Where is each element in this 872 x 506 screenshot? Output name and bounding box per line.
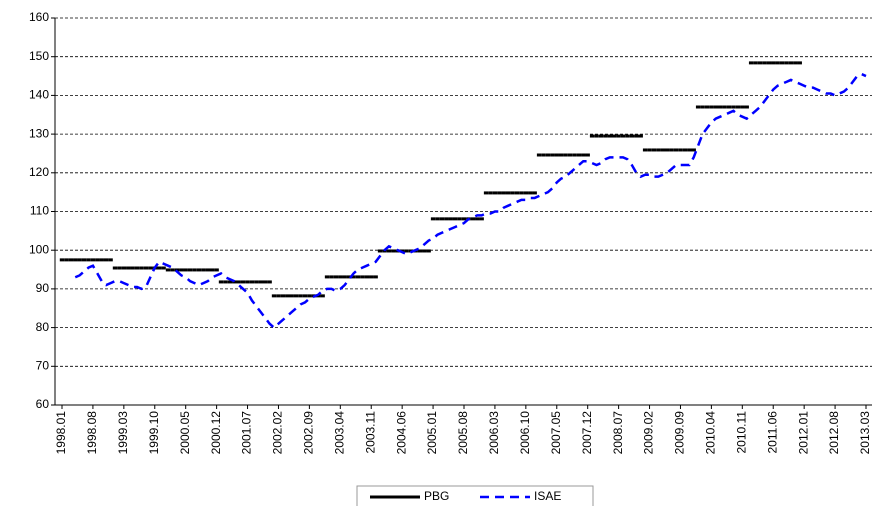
x-tick-label: 2006.03 xyxy=(487,411,501,455)
y-tick-label: 100 xyxy=(29,242,49,256)
x-tick-label: 2010.11 xyxy=(734,411,748,454)
y-tick-label: 120 xyxy=(29,165,49,179)
x-tick-label: 2008.07 xyxy=(611,411,625,455)
x-tick-label: 2009.02 xyxy=(642,411,656,455)
x-tick-label: 2000.05 xyxy=(178,411,192,455)
x-tick-label: 2000.12 xyxy=(209,411,223,455)
x-tick-label: 1999.03 xyxy=(116,411,130,455)
x-tick-label: 1999.10 xyxy=(147,411,161,455)
x-tick-label: 2005.01 xyxy=(425,411,439,455)
x-tick-label: 2009.09 xyxy=(673,411,687,455)
x-tick-label: 2002.02 xyxy=(271,411,285,455)
y-tick-label: 130 xyxy=(29,126,49,140)
y-tick-label: 140 xyxy=(29,88,49,102)
y-tick-label: 80 xyxy=(36,320,50,334)
x-tick-label: 2003.11 xyxy=(363,411,377,454)
x-tick-label: 2006.10 xyxy=(518,411,532,455)
x-tick-label: 2002.09 xyxy=(302,411,316,455)
x-tick-label: 2007.12 xyxy=(580,411,594,455)
x-tick-label: 1998.01 xyxy=(54,411,68,455)
y-tick-label: 90 xyxy=(36,281,50,295)
legend-label: ISAE xyxy=(534,489,561,503)
legend-label: PBG xyxy=(424,489,449,503)
legend-box xyxy=(356,485,594,506)
x-tick-label: 2010.04 xyxy=(704,411,718,455)
y-tick-label: 110 xyxy=(30,204,49,218)
x-tick-label: 2013.03 xyxy=(858,411,872,455)
y-tick-label: 150 xyxy=(29,49,49,63)
x-tick-label: 2007.05 xyxy=(549,411,563,455)
x-tick-label: 2001.07 xyxy=(240,411,254,455)
x-tick-label: 2003.04 xyxy=(332,411,346,455)
x-tick-label: 2012.08 xyxy=(827,411,841,455)
y-tick-label: 70 xyxy=(36,358,50,372)
x-tick-label: 2012.01 xyxy=(796,411,810,455)
x-tick-label: 1998.08 xyxy=(85,411,99,455)
x-tick-label: 2005.08 xyxy=(456,411,470,455)
line-series xyxy=(74,72,867,330)
y-tick-label: 60 xyxy=(36,397,50,411)
legend: PBG ISAE xyxy=(356,485,594,506)
y-tick-label: 160 xyxy=(29,10,49,24)
x-tick-label: 2011.06 xyxy=(765,411,779,454)
x-tick-label: 2004.06 xyxy=(394,411,408,455)
